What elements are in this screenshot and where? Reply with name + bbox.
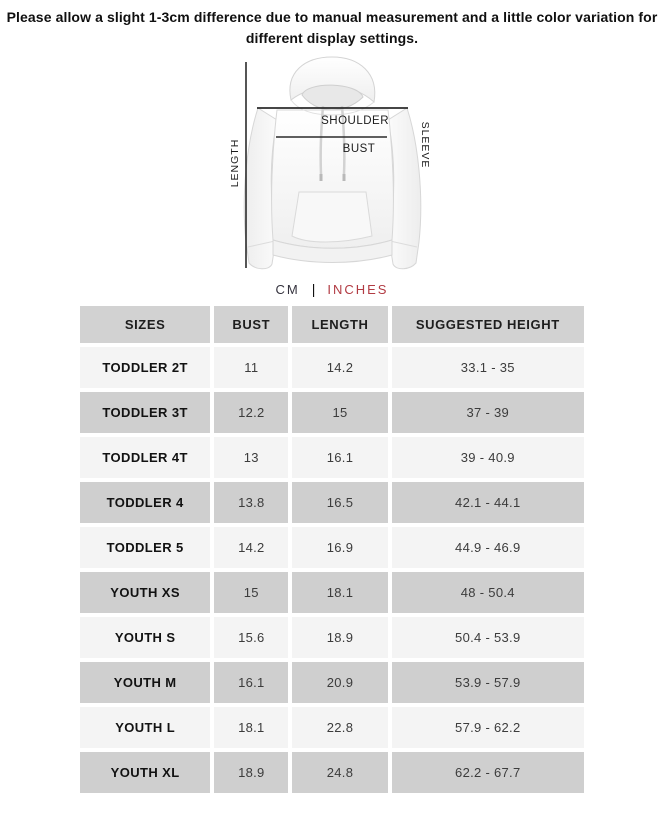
length-cell: 24.8 bbox=[292, 752, 388, 793]
table-row: YOUTH S 15.6 18.9 50.4 - 53.9 bbox=[80, 617, 584, 658]
size-cell: TODDLER 4T bbox=[80, 437, 211, 478]
hoodie-diagram-svg: LENGTH SHOULDER BUST SLEEVE bbox=[229, 56, 431, 270]
table-row: YOUTH L 18.1 22.8 57.9 - 62.2 bbox=[80, 707, 584, 748]
table-row: TODDLER 4T 13 16.1 39 - 40.9 bbox=[80, 437, 584, 478]
right-sleeve bbox=[386, 107, 421, 270]
table-row: TODDLER 3T 12.2 15 37 - 39 bbox=[80, 392, 584, 433]
hoodie-illustration bbox=[243, 56, 421, 270]
size-cell: TODDLER 5 bbox=[80, 527, 211, 568]
length-cell: 15 bbox=[292, 392, 388, 433]
size-cell: TODDLER 4 bbox=[80, 482, 211, 523]
size-cell: YOUTH M bbox=[80, 662, 211, 703]
length-cell: 20.9 bbox=[292, 662, 388, 703]
kangaroo-pocket bbox=[290, 191, 373, 243]
length-cell: 16.1 bbox=[292, 437, 388, 478]
bust-cell: 14.2 bbox=[214, 527, 289, 568]
length-cell: 18.1 bbox=[292, 572, 388, 613]
bust-cell: 15.6 bbox=[214, 617, 289, 658]
height-cell: 50.4 - 53.9 bbox=[391, 617, 584, 658]
length-cell: 16.9 bbox=[292, 527, 388, 568]
height-cell: 48 - 50.4 bbox=[391, 572, 584, 613]
size-cell: YOUTH XS bbox=[80, 572, 211, 613]
hem-band bbox=[272, 239, 392, 263]
height-cell: 39 - 40.9 bbox=[391, 437, 584, 478]
shoulder-label: SHOULDER bbox=[321, 115, 389, 127]
length-label: LENGTH bbox=[229, 139, 241, 188]
header-sizes: SIZES bbox=[80, 306, 211, 343]
left-cuff-seam bbox=[247, 240, 275, 248]
hoodie-measurement-diagram: LENGTH SHOULDER BUST SLEEVE bbox=[195, 50, 470, 280]
height-cell: 53.9 - 57.9 bbox=[391, 662, 584, 703]
size-table: SIZES BUST LENGTH SUGGESTED HEIGHT TODDL… bbox=[76, 302, 588, 797]
bust-cell: 15 bbox=[214, 572, 289, 613]
size-cell: YOUTH XL bbox=[80, 752, 211, 793]
bust-cell: 11 bbox=[214, 347, 289, 388]
hood-opening bbox=[300, 84, 364, 111]
unit-divider: | bbox=[311, 281, 316, 297]
header-length: LENGTH bbox=[292, 306, 388, 343]
table-row: TODDLER 5 14.2 16.9 44.9 - 46.9 bbox=[80, 527, 584, 568]
height-cell: 33.1 - 35 bbox=[391, 347, 584, 388]
size-cell: YOUTH S bbox=[80, 617, 211, 658]
unit-toggle: CM | INCHES bbox=[0, 280, 664, 298]
length-cell: 22.8 bbox=[292, 707, 388, 748]
header-bust: BUST bbox=[214, 306, 289, 343]
table-row: YOUTH XS 15 18.1 48 - 50.4 bbox=[80, 572, 584, 613]
size-cell: TODDLER 2T bbox=[80, 347, 211, 388]
bust-cell: 13 bbox=[214, 437, 289, 478]
measurement-disclaimer: Please allow a slight 1-3cm difference d… bbox=[6, 9, 658, 46]
bust-cell: 18.9 bbox=[214, 752, 289, 793]
right-cuff-seam bbox=[389, 240, 417, 248]
height-cell: 37 - 39 bbox=[391, 392, 584, 433]
unit-inches[interactable]: INCHES bbox=[327, 281, 389, 297]
table-row: TODDLER 4 13.8 16.5 42.1 - 44.1 bbox=[80, 482, 584, 523]
size-cell: YOUTH L bbox=[80, 707, 211, 748]
sleeve-label: SLEEVE bbox=[419, 122, 431, 169]
header-suggested-height: SUGGESTED HEIGHT bbox=[391, 306, 584, 343]
height-cell: 42.1 - 44.1 bbox=[391, 482, 584, 523]
bust-label: BUST bbox=[342, 143, 375, 155]
unit-cm[interactable]: CM bbox=[275, 281, 300, 297]
table-row: YOUTH M 16.1 20.9 53.9 - 57.9 bbox=[80, 662, 584, 703]
height-cell: 57.9 - 62.2 bbox=[391, 707, 584, 748]
height-cell: 44.9 - 46.9 bbox=[391, 527, 584, 568]
measurement-overlay: LENGTH SHOULDER BUST SLEEVE bbox=[229, 62, 431, 268]
bust-cell: 18.1 bbox=[214, 707, 289, 748]
table-row: TODDLER 2T 11 14.2 33.1 - 35 bbox=[80, 347, 584, 388]
bust-cell: 12.2 bbox=[214, 392, 289, 433]
table-header-row: SIZES BUST LENGTH SUGGESTED HEIGHT bbox=[80, 306, 584, 343]
bust-cell: 16.1 bbox=[214, 662, 289, 703]
size-cell: TODDLER 3T bbox=[80, 392, 211, 433]
size-table-body: TODDLER 2T 11 14.2 33.1 - 35 TODDLER 3T … bbox=[80, 347, 584, 793]
table-row: YOUTH XL 18.9 24.8 62.2 - 67.7 bbox=[80, 752, 584, 793]
left-drawstring bbox=[318, 105, 324, 175]
length-cell: 14.2 bbox=[292, 347, 388, 388]
length-cell: 18.9 bbox=[292, 617, 388, 658]
height-cell: 62.2 - 67.7 bbox=[391, 752, 584, 793]
bust-cell: 13.8 bbox=[214, 482, 289, 523]
right-drawstring bbox=[340, 105, 346, 175]
length-cell: 16.5 bbox=[292, 482, 388, 523]
